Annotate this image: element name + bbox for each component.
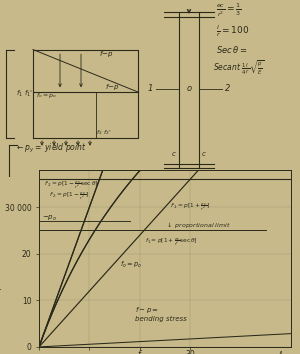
Text: $f_1\ f_1$': $f_1\ f_1$' <box>16 89 34 99</box>
Text: Secant $\frac{1}{4}\frac{l}{r}\sqrt{\frac{p}{E}}$: Secant $\frac{1}{4}\frac{l}{r}\sqrt{\fra… <box>213 58 265 77</box>
Text: $\frac{l}{r}=100$: $\frac{l}{r}=100$ <box>216 23 249 39</box>
Text: $f$: $f$ <box>137 348 143 354</box>
Text: $f-p=$: $f-p=$ <box>135 305 159 315</box>
Text: $\leftarrow p_y=$ yield point: $\leftarrow p_y=$ yield point <box>15 142 87 155</box>
Y-axis label: p = Mean Stress: p = Mean Stress <box>0 227 2 290</box>
Text: $\frac{ec}{r^2}=\frac{1}{3}$: $\frac{ec}{r^2}=\frac{1}{3}$ <box>216 2 242 19</box>
Text: $Sec\,\theta=$: $Sec\,\theta=$ <box>216 44 247 55</box>
Text: $f'_1 = p[1+\frac{ec}{r^2}]$: $f'_1 = p[1+\frac{ec}{r^2}]$ <box>170 201 210 213</box>
Text: $f'_2 = p[1-\frac{ec}{r^2}]$: $f'_2 = p[1-\frac{ec}{r^2}]$ <box>49 191 89 202</box>
Text: 30: 30 <box>185 350 195 354</box>
Text: $f_o=p_o$: $f_o=p_o$ <box>36 91 57 100</box>
Text: $-p_o$: $-p_o$ <box>41 214 57 223</box>
Text: c: c <box>202 151 206 157</box>
Text: c: c <box>172 151 176 157</box>
Text: o: o <box>186 84 192 93</box>
Text: $f\!-\!p$: $f\!-\!p$ <box>105 82 120 92</box>
Text: 1: 1 <box>147 84 153 93</box>
Text: $f\!-\!p$: $f\!-\!p$ <box>99 49 114 59</box>
Text: $f_o = p_o$: $f_o = p_o$ <box>120 260 142 270</box>
Text: 2: 2 <box>225 84 231 93</box>
Text: $\downarrow$ proportional limit: $\downarrow$ proportional limit <box>165 220 231 230</box>
Text: $f_2\ f_2$': $f_2\ f_2$' <box>96 129 111 137</box>
Text: $\ell$: $\ell$ <box>278 349 284 354</box>
Text: bending stress: bending stress <box>135 316 187 322</box>
Text: $f_1 = p[1+\frac{ec}{r^2}\sec\theta]$: $f_1 = p[1+\frac{ec}{r^2}\sec\theta]$ <box>145 236 198 247</box>
Text: $f'_2 = p[1-\frac{ec}{r^2}\sec\theta]$: $f'_2 = p[1-\frac{ec}{r^2}\sec\theta]$ <box>44 179 99 191</box>
